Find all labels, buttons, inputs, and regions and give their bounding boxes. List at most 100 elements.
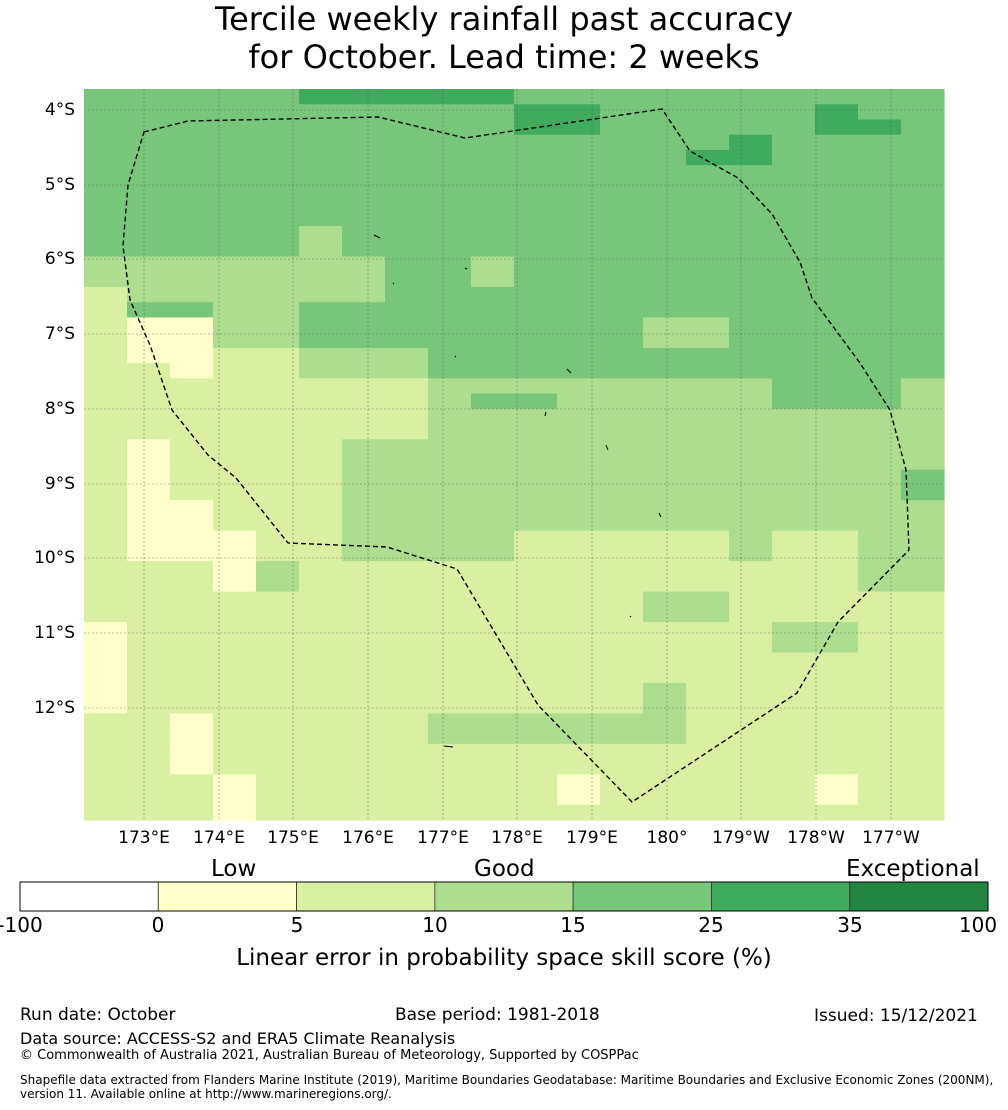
grid-cell [256, 652, 300, 669]
grid-cell [557, 256, 601, 273]
grid-cell [213, 378, 257, 395]
grid-cell [385, 302, 429, 319]
grid-cell [84, 469, 128, 486]
grid-cell [471, 180, 515, 197]
grid-cell [299, 119, 343, 136]
grid-cell [127, 698, 171, 714]
grid-cell [170, 576, 214, 593]
grid-cell [772, 256, 816, 273]
grid-cell [815, 789, 859, 806]
grid-cell [514, 195, 558, 212]
grid-cell [901, 576, 945, 593]
grid-cell [471, 378, 515, 395]
grid-cell [299, 515, 343, 532]
grid-cell [772, 576, 816, 593]
grid-cell [342, 271, 386, 288]
grid-cell [127, 804, 171, 821]
grid-cell [213, 606, 257, 623]
grid-cell [643, 424, 687, 440]
grid-cell [600, 149, 644, 166]
grid-cell [815, 286, 859, 303]
grid-cell [299, 393, 343, 410]
grid-cell [858, 545, 902, 562]
grid-cell [858, 332, 902, 349]
grid-cell [686, 759, 730, 775]
grid-cell [299, 439, 343, 456]
grid-cell [557, 743, 601, 760]
grid-cell [471, 408, 515, 425]
grid-cell [643, 743, 687, 760]
grid-cell [385, 774, 429, 791]
grid-cell [557, 165, 601, 181]
grid-cell [686, 180, 730, 197]
category-low: Low [211, 856, 257, 882]
grid-cell [901, 378, 945, 395]
grid-cell [686, 484, 730, 501]
grid-cell [471, 682, 515, 699]
grid-cell [686, 363, 730, 379]
grid-cell [256, 286, 300, 303]
grid-cell [84, 713, 128, 730]
grid-cell [256, 347, 300, 364]
grid-cell [643, 500, 687, 517]
grid-cell [858, 622, 902, 638]
grid-cell [213, 134, 257, 151]
grid-cell [170, 317, 214, 334]
grid-cell [256, 561, 300, 577]
grid-cell [299, 104, 343, 121]
grid-cell [84, 454, 128, 471]
shapefile-credit-line2: version 11. Available online at http://w… [20, 1087, 392, 1101]
grid-cell [471, 713, 515, 730]
grid-cell [84, 789, 128, 806]
category-exceptional: Exceptional [846, 856, 980, 882]
grid-cell [815, 271, 859, 288]
grid-cell [815, 743, 859, 760]
grid-cell [772, 561, 816, 577]
grid-cell [815, 637, 859, 654]
grid-cell [557, 591, 601, 608]
grid-cell [256, 180, 300, 197]
grid-cell [385, 606, 429, 623]
grid-cell [127, 180, 171, 197]
grid-cell [858, 515, 902, 532]
grid-cell [84, 226, 128, 242]
grid-cell [643, 286, 687, 303]
lon-label: 178°E [491, 828, 543, 848]
grid-cell [557, 332, 601, 349]
grid-cell [170, 804, 214, 821]
grid-cell [256, 378, 300, 395]
grid-cell [127, 271, 171, 288]
grid-cell [256, 363, 300, 379]
grid-cell [557, 606, 601, 623]
colorbar-tick: 100 [958, 913, 998, 937]
grid-cell [600, 180, 644, 197]
grid-cell [858, 591, 902, 608]
grid-cell [385, 561, 429, 577]
grid-cell [514, 515, 558, 532]
grid-cell [514, 165, 558, 181]
grid-cell [858, 484, 902, 501]
grid-cell [471, 332, 515, 349]
grid-cell [127, 561, 171, 577]
grid-cell [170, 256, 214, 273]
grid-cell [256, 637, 300, 654]
grid-cell [213, 317, 257, 334]
grid-cell [686, 743, 730, 760]
grid-cell [299, 408, 343, 425]
grid-cell [815, 89, 859, 105]
lon-label: 179°W [712, 828, 770, 848]
grid-cell [299, 743, 343, 760]
grid-cell [514, 210, 558, 227]
grid-cell [686, 637, 730, 654]
grid-cell [858, 408, 902, 425]
grid-cell [256, 165, 300, 181]
grid-cell [170, 682, 214, 699]
grid-cell [471, 789, 515, 806]
grid-cell [686, 652, 730, 669]
grid-cell [729, 591, 773, 608]
grid-cell [557, 424, 601, 440]
grid-cell [815, 454, 859, 471]
grid-cell [815, 682, 859, 699]
category-good: Good [474, 856, 535, 882]
grid-cell [84, 439, 128, 456]
